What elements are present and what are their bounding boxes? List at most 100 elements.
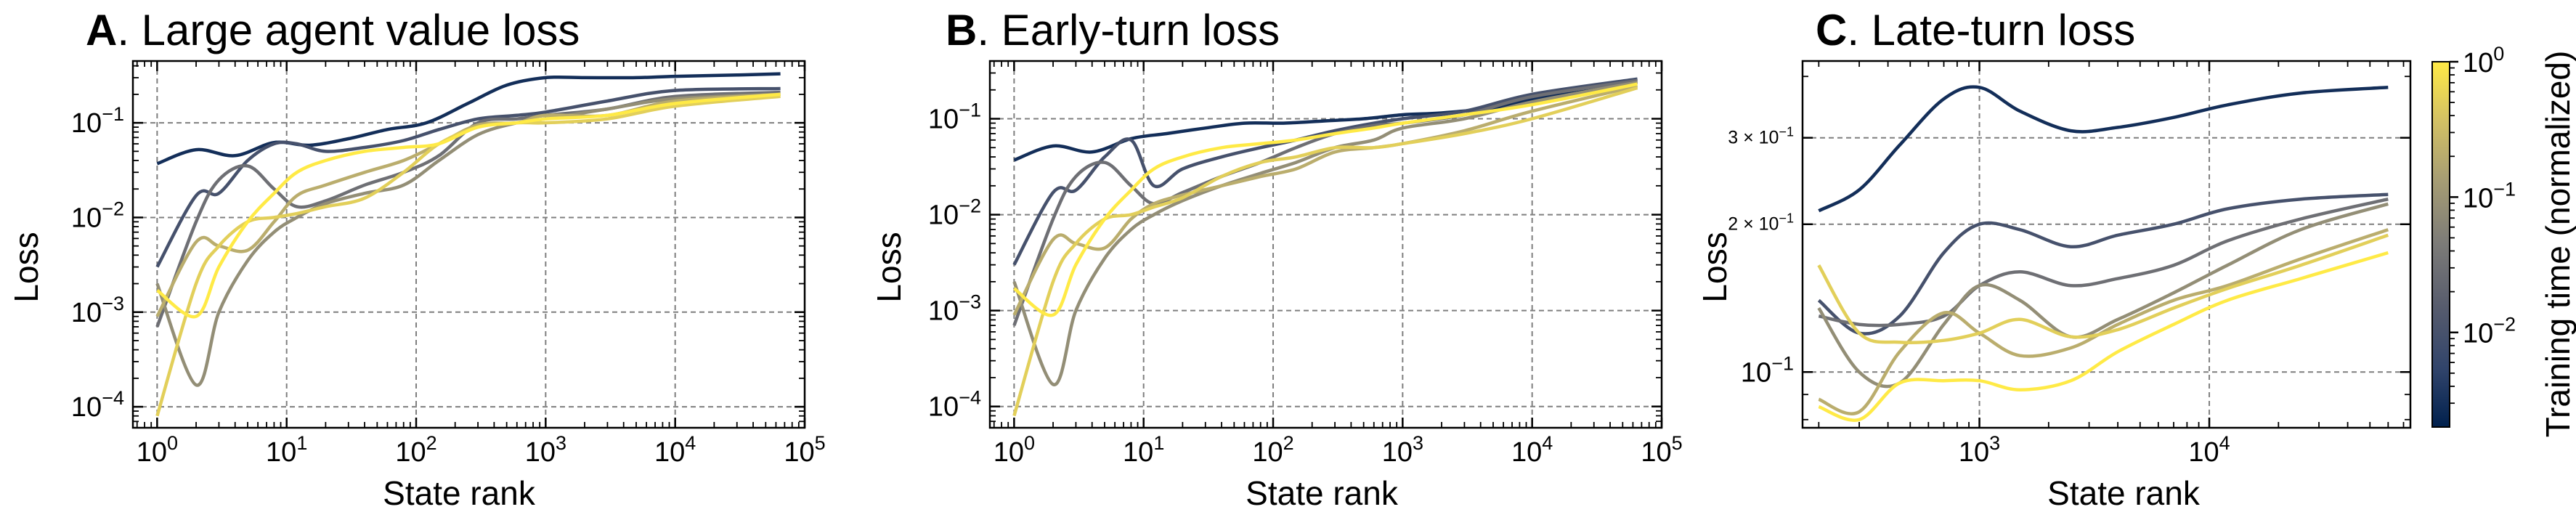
tick-base: 10 — [1252, 437, 1283, 468]
series-line — [1818, 85, 2389, 213]
tick-exponent: 3 — [556, 432, 566, 454]
series-line — [1012, 81, 1638, 386]
tick-base: 10 — [137, 437, 167, 468]
tick-exponent: −1 — [1771, 352, 1794, 374]
panel-c-title: C. Late-turn loss — [1816, 6, 2135, 54]
tick-exponent: 0 — [167, 432, 178, 454]
panel-b-title-letter: B — [946, 6, 977, 54]
series-group — [155, 72, 781, 417]
panel-b-xlabel: State rank — [1246, 474, 1399, 512]
y-tick-label: 10−1 — [928, 99, 981, 135]
tick-exponent: 3 — [1413, 432, 1423, 454]
panel-a-ylabel: Loss — [7, 232, 45, 302]
x-tick-label: 100 — [994, 432, 1035, 468]
y-tick-label: 10−1 — [1741, 352, 1794, 388]
panel-b-title: B. Early-turn loss — [946, 6, 1280, 54]
tick-base: 10 — [1759, 214, 1779, 235]
y-tick-label: 10−1 — [71, 103, 124, 139]
series-line — [1817, 192, 2389, 336]
x-tick-label: 102 — [395, 432, 436, 468]
colorbar-tick-label: 10−1 — [2463, 178, 2516, 214]
series-line — [156, 92, 781, 319]
tick-base: 10 — [525, 437, 556, 468]
tick-exponent: −3 — [959, 291, 981, 313]
tick-base: 10 — [1123, 437, 1153, 468]
y-tick-label: 10−4 — [928, 387, 981, 423]
tick-base: 10 — [2463, 183, 2493, 214]
x-tick-label: 105 — [784, 432, 825, 468]
tick-exponent: 2 — [426, 432, 437, 454]
tick-exponent: 4 — [685, 432, 696, 454]
tick-base: 10 — [1641, 437, 1671, 468]
tick-exponent: 5 — [815, 432, 826, 454]
tick-base: 10 — [2188, 437, 2219, 468]
tick-exponent: −1 — [102, 103, 124, 125]
tick-exponent: −3 — [102, 293, 124, 314]
panel-a: A. Large agent value loss 100 101 102 103 10… — [7, 6, 826, 512]
series-line — [155, 86, 781, 268]
tick-base: 10 — [1511, 437, 1542, 468]
tick-exponent: 4 — [1542, 432, 1553, 454]
tick-base: 10 — [928, 296, 959, 327]
series-line — [155, 92, 781, 317]
panel-c-title-letter: C — [1816, 6, 1847, 54]
x-tick-label: 104 — [1511, 432, 1553, 468]
series-line — [155, 94, 781, 417]
x-tick-label: 101 — [266, 432, 307, 468]
series-line — [1817, 233, 2389, 345]
x-tick-label: 103 — [1382, 432, 1423, 468]
tick-exponent: −1 — [2493, 178, 2516, 200]
x-tick-label: 103 — [525, 432, 566, 468]
panel-c-xlabel: State rank — [2047, 474, 2201, 512]
x-tick-label: 101 — [1123, 432, 1164, 468]
series-line — [156, 72, 781, 166]
y-tick-label: 3 × 10−1 — [1728, 125, 1794, 148]
series-group — [1012, 77, 1638, 417]
panel-b-title-text: . Early-turn loss — [977, 6, 1280, 54]
tick-base: 10 — [71, 203, 102, 233]
y-tick-label: 10−3 — [71, 293, 124, 328]
y-tick-label: 10−2 — [71, 198, 124, 233]
tick-base: 10 — [395, 437, 426, 468]
y-tick-label: 10−3 — [928, 291, 981, 327]
colorbar-gradient — [2431, 61, 2450, 428]
series-line — [1013, 81, 1638, 162]
tick-mantissa: 3 × — [1728, 128, 1758, 148]
tick-base: 10 — [928, 200, 959, 231]
tick-base: 10 — [2463, 319, 2493, 349]
series-line — [155, 92, 781, 387]
axes-frame — [1801, 60, 2412, 429]
tick-base: 10 — [2463, 48, 2493, 78]
series-line — [1818, 198, 2389, 328]
tick-exponent: −4 — [102, 387, 124, 409]
tick-base: 10 — [1959, 437, 1989, 468]
colorbar-tick-label: 10−2 — [2463, 314, 2516, 349]
tick-exponent: −2 — [102, 198, 124, 219]
panel-c-title-text: . Late-turn loss — [1847, 6, 2135, 54]
tick-exponent: 4 — [2219, 432, 2230, 454]
tick-exponent: −2 — [2493, 314, 2516, 336]
panel-c-ylabel: Loss — [1696, 232, 1734, 302]
y-tick-label: 10−2 — [928, 195, 981, 231]
tick-base: 10 — [928, 392, 959, 423]
tick-exponent: 1 — [1153, 432, 1164, 454]
series-line — [1818, 228, 2389, 415]
tick-exponent: 1 — [296, 432, 307, 454]
series-line — [1818, 251, 2389, 422]
axes-frame — [988, 60, 1663, 429]
y-tick-label: 10−4 — [71, 387, 124, 423]
x-tick-label: 103 — [1959, 432, 2000, 468]
axes-frame — [131, 60, 806, 429]
tick-mantissa: 2 × — [1728, 214, 1758, 235]
tick-base: 10 — [654, 437, 685, 468]
tick-exponent: 0 — [1024, 432, 1035, 454]
panel-a-title-letter: A — [86, 6, 117, 54]
tick-exponent: −2 — [959, 195, 981, 217]
tick-base: 10 — [1741, 357, 1771, 388]
colorbar-label: Training time (normalized) — [2539, 51, 2576, 438]
series-line — [1012, 77, 1638, 266]
